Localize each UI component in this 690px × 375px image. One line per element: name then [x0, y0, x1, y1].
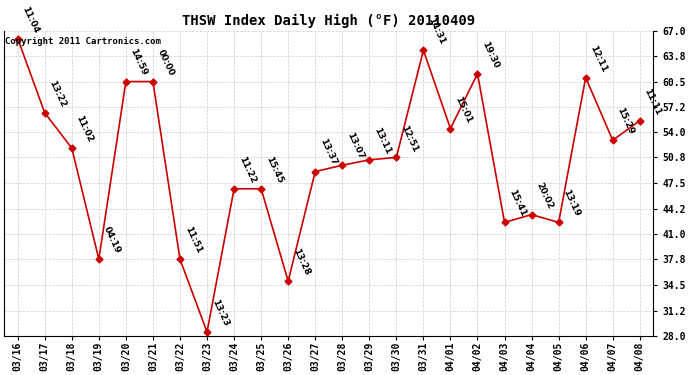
Text: 14:59: 14:59	[128, 47, 149, 77]
Text: 20:02: 20:02	[534, 181, 555, 210]
Text: Copyright 2011 Cartronics.com: Copyright 2011 Cartronics.com	[6, 37, 161, 46]
Text: 19:30: 19:30	[480, 40, 500, 69]
Text: 11:11: 11:11	[642, 87, 663, 117]
Text: 00:00: 00:00	[156, 48, 176, 77]
Text: 15:41: 15:41	[507, 188, 528, 218]
Text: 14:31: 14:31	[426, 16, 446, 46]
Text: 13:11: 13:11	[372, 126, 393, 156]
Text: 12:11: 12:11	[589, 44, 609, 74]
Text: 11:02: 11:02	[75, 114, 95, 144]
Text: 15:45: 15:45	[264, 155, 284, 184]
Text: 11:22: 11:22	[237, 155, 257, 184]
Text: 11:04: 11:04	[21, 4, 41, 34]
Text: 15:01: 15:01	[453, 95, 473, 124]
Text: 12:51: 12:51	[399, 123, 420, 153]
Text: 04:19: 04:19	[101, 225, 122, 255]
Text: 13:28: 13:28	[291, 247, 311, 277]
Text: 13:07: 13:07	[345, 131, 365, 161]
Text: 13:19: 13:19	[562, 188, 582, 218]
Text: 15:29: 15:29	[615, 106, 635, 136]
Text: 11:51: 11:51	[183, 225, 203, 255]
Title: THSW Index Daily High (°F) 20110409: THSW Index Daily High (°F) 20110409	[182, 14, 475, 28]
Text: 13:22: 13:22	[48, 79, 68, 109]
Text: 13:37: 13:37	[318, 138, 338, 167]
Text: 13:23: 13:23	[210, 298, 230, 328]
